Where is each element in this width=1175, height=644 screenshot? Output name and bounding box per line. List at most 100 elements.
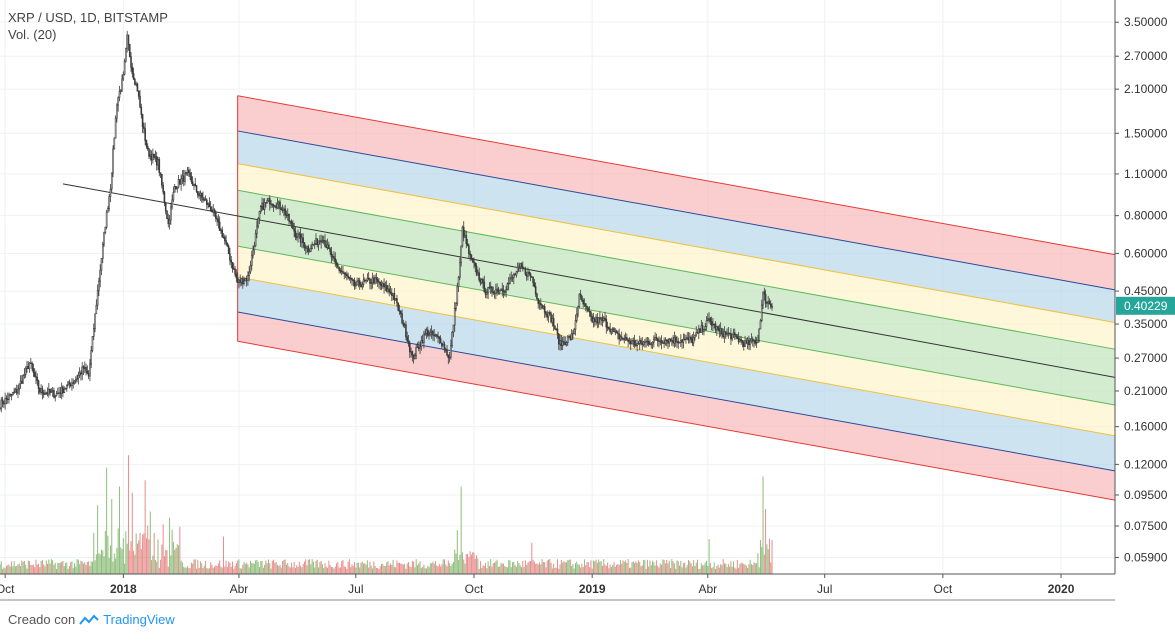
volume-bar <box>72 568 74 574</box>
candle-body <box>286 213 289 217</box>
candle-body <box>123 60 126 75</box>
footer-credit[interactable]: Creado con TradingView <box>8 612 175 627</box>
candle-body <box>447 354 450 358</box>
volume-bar <box>368 567 370 574</box>
candle-body <box>298 233 301 236</box>
volume-bar <box>548 559 550 574</box>
candle-body <box>601 317 604 321</box>
volume-bar <box>341 560 343 574</box>
volume-bar <box>539 562 541 574</box>
candle-body <box>316 238 319 246</box>
candle-body <box>122 73 125 80</box>
candle-body <box>107 208 109 213</box>
volume-bar <box>490 559 492 574</box>
candle-body <box>751 338 754 342</box>
volume-bar <box>321 564 323 574</box>
candle-body <box>275 206 277 209</box>
volume-bar <box>7 565 9 574</box>
tradingview-brand-link[interactable]: TradingView <box>103 612 175 627</box>
candle-body <box>24 367 27 375</box>
y-tick-label: 2.10000 <box>1124 82 1168 96</box>
volume-bar <box>402 564 404 574</box>
volume-bar <box>721 565 723 574</box>
volume-bar <box>743 563 745 574</box>
volume-bar <box>361 561 363 574</box>
candle-body <box>453 307 456 326</box>
candle-body <box>723 331 726 338</box>
volume-bar <box>729 566 731 574</box>
candle-body <box>69 383 72 387</box>
volume-bar <box>500 562 502 574</box>
candles <box>0 30 773 413</box>
volume-bar <box>338 567 340 574</box>
volume-bar <box>671 559 673 574</box>
volume-bar <box>248 567 250 574</box>
candle-body <box>299 233 302 243</box>
volume-bar <box>436 565 438 574</box>
candle-body <box>566 336 569 343</box>
candle-body <box>9 393 12 396</box>
candle-body <box>259 206 262 212</box>
candle-body <box>103 232 105 245</box>
symbol-title: XRP / USD, 1D, BITSTAMP <box>8 10 168 25</box>
x-tick-label: Oct <box>465 582 484 596</box>
volume-bar <box>170 555 172 574</box>
volume-bar <box>609 564 611 574</box>
candle-body <box>90 350 93 365</box>
candle-body <box>328 244 330 250</box>
volume-bar <box>30 564 32 574</box>
volume-bar <box>395 567 397 574</box>
volume-bar <box>364 563 366 574</box>
volume-bar <box>187 566 189 574</box>
volume-bar <box>558 568 560 574</box>
y-tick-label: 0.60000 <box>1124 246 1168 260</box>
candle-body <box>331 256 334 258</box>
candle-body <box>646 340 649 343</box>
volume-bar <box>107 535 109 574</box>
volume-bar <box>301 567 303 574</box>
channel-line-upper-inner <box>237 163 1116 323</box>
volume-bar <box>347 561 349 574</box>
candle-body <box>432 330 434 336</box>
candle-body <box>438 336 441 339</box>
candle-body <box>297 233 299 238</box>
volume-bar <box>154 560 156 574</box>
volume-bar <box>715 568 717 574</box>
volume-bar <box>300 565 302 574</box>
volume-bar <box>45 560 47 574</box>
volume-bar <box>229 562 231 574</box>
candle-body <box>6 398 9 400</box>
candle-body <box>455 303 457 309</box>
candle-body <box>748 339 750 346</box>
y-tick-label: 0.09500 <box>1124 488 1168 502</box>
candle-body <box>243 280 245 285</box>
volume-bar <box>169 517 171 574</box>
candle-body <box>477 272 479 275</box>
candle-body <box>708 318 710 320</box>
volume-bar <box>158 567 160 574</box>
volume-bar <box>568 559 570 574</box>
volume-bar <box>36 564 38 574</box>
volume-bar <box>292 567 294 574</box>
candle-body <box>371 277 374 284</box>
volume-bar <box>608 568 610 574</box>
candle-body <box>721 328 723 335</box>
volume-bar <box>243 562 245 574</box>
candle-body <box>230 259 233 263</box>
volume-bar <box>310 564 312 574</box>
volume-bar <box>86 561 88 574</box>
candle-body <box>176 186 179 190</box>
volume-bar <box>115 558 117 574</box>
candle-body <box>410 351 412 353</box>
volume-bar <box>499 566 501 574</box>
volume-bar <box>725 563 727 574</box>
candle-body <box>504 291 506 293</box>
volume-bar <box>476 555 478 574</box>
candle-body <box>428 334 430 336</box>
volume-bar <box>496 559 498 574</box>
volume-bar <box>756 563 758 574</box>
candle-body <box>204 199 207 201</box>
volume-bar <box>352 565 354 574</box>
